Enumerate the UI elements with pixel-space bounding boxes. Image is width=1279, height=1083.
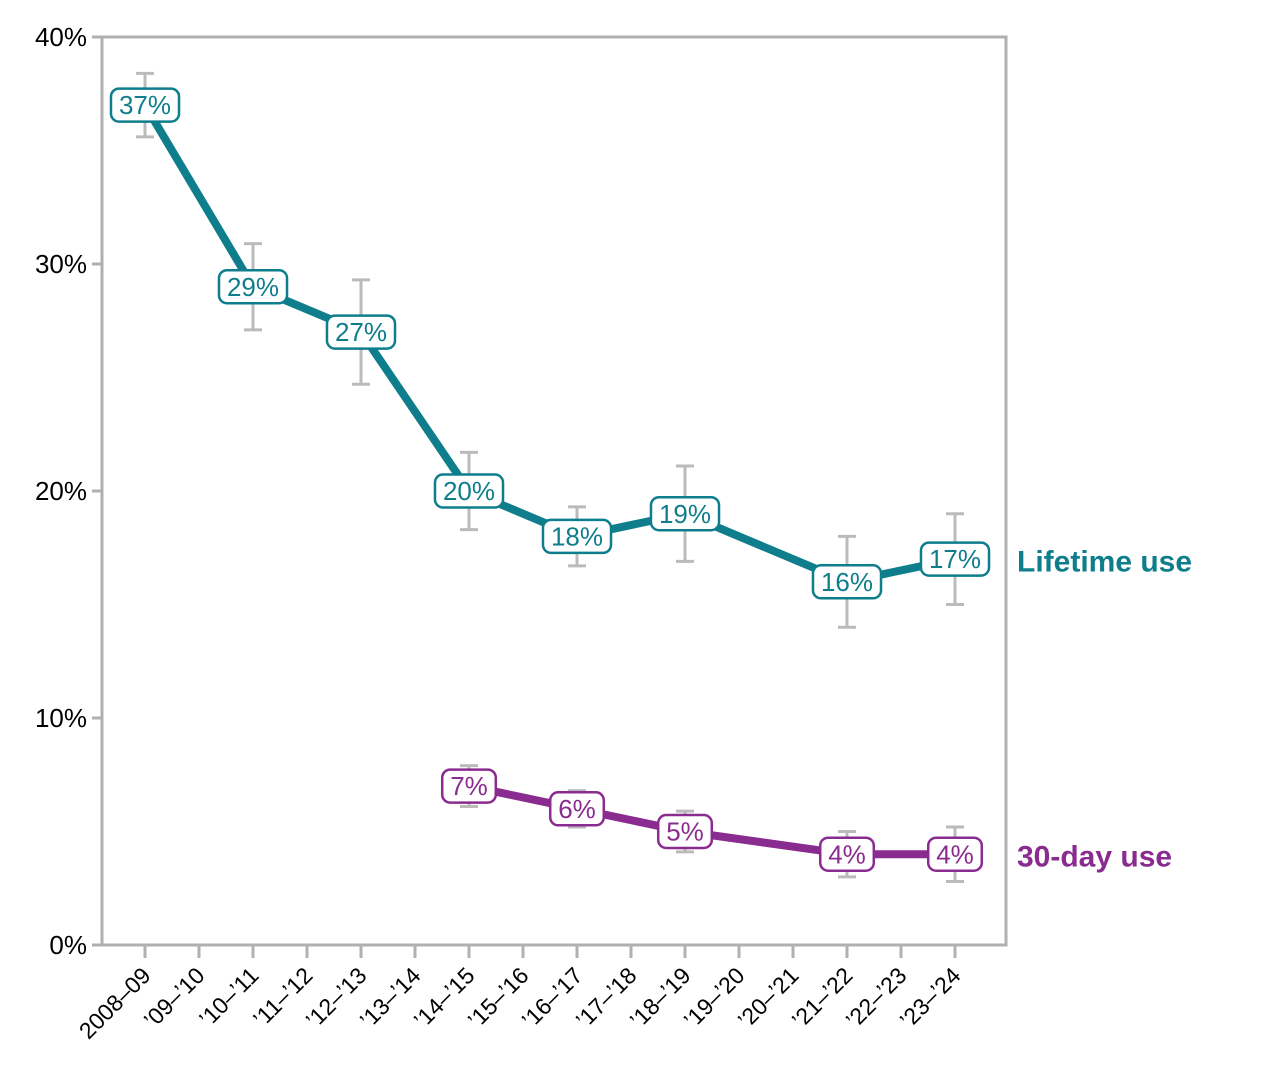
x-axis-tick-label: ’19–’20 — [679, 962, 750, 1033]
series-label-lifetime-use: Lifetime use — [1017, 546, 1192, 579]
point-label-text: 19% — [659, 499, 711, 529]
point-label: 17% — [919, 541, 991, 577]
point-label-text: 5% — [666, 817, 704, 847]
point-label-text: 27% — [335, 317, 387, 347]
point-label: 4% — [926, 836, 984, 872]
point-label-text: 17% — [929, 544, 981, 574]
point-label-box — [217, 268, 289, 305]
point-label-box — [919, 541, 991, 577]
point-label-box — [440, 768, 498, 804]
point-label-box — [818, 836, 876, 872]
point-label: 5% — [656, 813, 714, 850]
x-axis-tick-label: ’14–’15 — [409, 962, 480, 1033]
point-label: 7% — [440, 768, 498, 804]
y-axis-tick-label: 10% — [35, 703, 87, 733]
y-axis-tick-label: 40% — [35, 22, 87, 52]
point-label-text: 29% — [227, 272, 279, 302]
x-axis-tick-label: 2008–09 — [74, 962, 156, 1044]
point-label-text: 18% — [551, 522, 603, 552]
x-axis-tick-label: ’16–’17 — [517, 962, 588, 1033]
point-label-box — [811, 564, 883, 600]
point-label: 19% — [649, 495, 721, 532]
point-label-box — [656, 813, 714, 850]
point-label: 18% — [541, 518, 613, 555]
point-label-box — [926, 836, 984, 872]
point-label: 4% — [818, 836, 876, 872]
point-label-text: 37% — [119, 90, 171, 120]
point-label: 6% — [548, 791, 606, 827]
point-label: 16% — [811, 564, 883, 600]
point-label-box — [541, 518, 613, 555]
x-axis-tick-label: ’10–’11 — [194, 962, 264, 1032]
x-axis-tick-label: ’17–’18 — [571, 962, 642, 1033]
x-axis-tick-label: ’12–’13 — [301, 962, 372, 1033]
y-axis-tick-label: 0% — [49, 930, 87, 960]
point-label-text: 4% — [936, 839, 974, 869]
point-label: 29% — [217, 268, 289, 305]
point-label-box — [109, 87, 181, 123]
point-label-text: 4% — [828, 839, 866, 869]
point-label-box — [325, 314, 397, 350]
lifetime-use-line — [141, 101, 959, 586]
point-label-box — [548, 791, 606, 827]
point-label-text: 6% — [558, 794, 596, 824]
point-label-box — [433, 473, 505, 509]
point-label: 27% — [325, 314, 397, 350]
point-label: 20% — [433, 473, 505, 509]
x-axis-tick-label: ’09–’10 — [139, 962, 210, 1033]
point-label: 37% — [109, 87, 181, 123]
x-axis-tick-label: ’15–’16 — [463, 962, 534, 1033]
point-label-text: 20% — [443, 476, 495, 506]
point-label-text: 16% — [821, 567, 873, 597]
x-axis-tick-label: ’18–’19 — [625, 962, 696, 1033]
x-axis-tick-label: ’13–’14 — [355, 962, 426, 1033]
y-axis-tick-label: 30% — [35, 249, 87, 279]
x-axis-tick-label: ’21–’22 — [787, 962, 858, 1033]
point-label-text: 7% — [450, 771, 488, 801]
point-label-box — [649, 495, 721, 532]
x-axis-tick-label: ’20–’21 — [733, 962, 804, 1033]
series-label-30-day-use: 30-day use — [1017, 841, 1172, 874]
y-axis-tick-label: 20% — [35, 476, 87, 506]
x-axis-tick-label: ’23–’24 — [895, 962, 966, 1033]
x-axis-tick-label: ’22–’23 — [841, 962, 912, 1033]
